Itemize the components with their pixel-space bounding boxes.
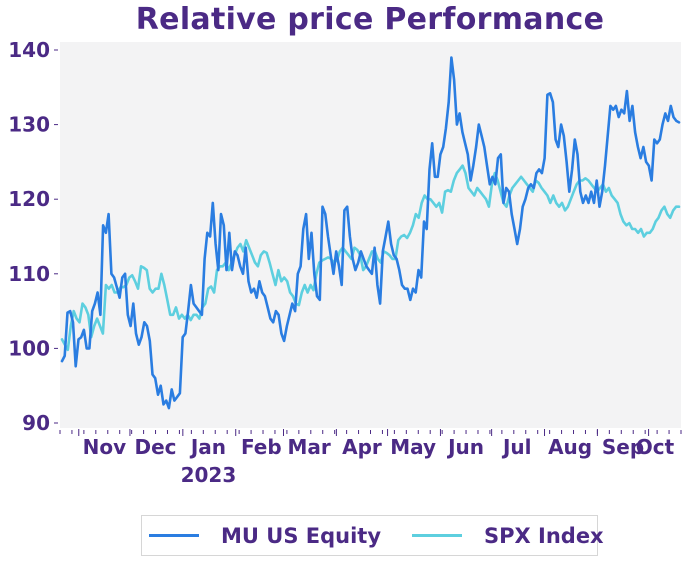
y-tick-label: 130 (8, 113, 50, 137)
legend-swatch-mu-us-equity (149, 534, 199, 537)
y-axis: 90 100 110 120 130 140 (8, 38, 58, 435)
x-tick-label: Aug (548, 435, 592, 459)
plot-area (60, 42, 681, 428)
x-tick-label: Mar (287, 435, 330, 459)
y-tick-label: 100 (8, 336, 50, 360)
x-tick-label: Feb (241, 435, 282, 459)
y-tick-label: 120 (8, 187, 50, 211)
x-tick-label: May (390, 435, 436, 459)
y-tick-label: 140 (8, 38, 50, 62)
legend: MU US Equity SPX Index (141, 515, 604, 556)
x-tick-label: Dec (135, 435, 177, 459)
x-tick-sublabel: 2023 (181, 463, 237, 487)
x-tick-label: Jun (446, 435, 484, 459)
legend-item-mu-us-equity[interactable]: MU US Equity (149, 516, 381, 555)
x-tick-label: Apr (342, 435, 382, 459)
legend-label-mu-us-equity: MU US Equity (221, 523, 382, 548)
series-line-spx-index (60, 164, 681, 352)
x-tick-label: Oct (636, 435, 675, 459)
chart-title: Relative price Performance (135, 2, 605, 37)
legend-item-spx-index[interactable]: SPX Index (412, 516, 604, 555)
x-tick-label: Jul (501, 435, 532, 459)
y-tick-label: 90 (22, 411, 50, 435)
series-layer (60, 56, 681, 410)
series-line-mu-us-equity (60, 56, 681, 410)
y-tick-label: 110 (8, 262, 50, 286)
x-tick-label: Sep (602, 435, 644, 459)
legend-label-spx-index: SPX Index (484, 523, 604, 548)
legend-swatch-spx-index (412, 534, 462, 537)
x-tick-label: Jan (189, 435, 226, 459)
x-tick-label: Nov (83, 435, 127, 459)
